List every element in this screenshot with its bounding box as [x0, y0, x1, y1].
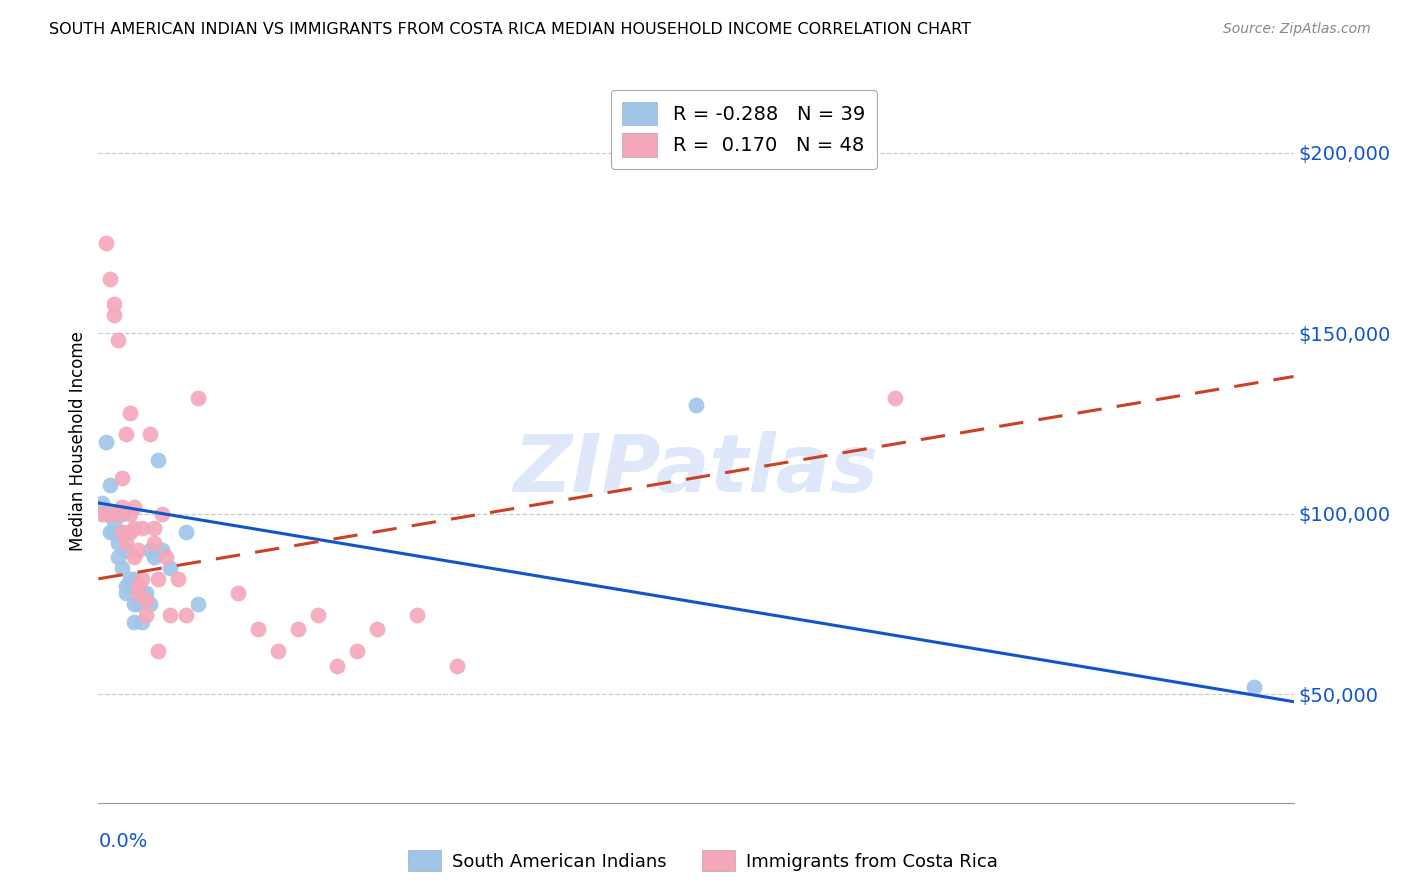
- Point: [111, 524, 134, 539]
- Point: [107, 507, 129, 521]
- Point: [115, 427, 138, 442]
- Point: [127, 579, 149, 593]
- Point: [127, 542, 149, 557]
- Point: [159, 561, 181, 575]
- Legend: South American Indians, Immigrants from Costa Rica: South American Indians, Immigrants from …: [401, 843, 1005, 879]
- Point: [187, 391, 209, 405]
- Point: [107, 550, 129, 565]
- Point: [120, 572, 142, 586]
- Point: [107, 524, 129, 539]
- Point: [124, 597, 146, 611]
- Point: [127, 586, 149, 600]
- Point: [366, 623, 388, 637]
- Point: [307, 607, 329, 622]
- Point: [174, 607, 197, 622]
- Point: [1243, 680, 1265, 694]
- Point: [124, 615, 146, 630]
- Point: [120, 406, 142, 420]
- Point: [115, 579, 138, 593]
- Point: [111, 470, 134, 484]
- Point: [91, 507, 114, 521]
- Point: [111, 561, 134, 575]
- Point: [124, 572, 146, 586]
- Point: [139, 597, 162, 611]
- Point: [91, 496, 114, 510]
- Point: [267, 644, 290, 658]
- Point: [115, 535, 138, 549]
- Text: SOUTH AMERICAN INDIAN VS IMMIGRANTS FROM COSTA RICA MEDIAN HOUSEHOLD INCOME CORR: SOUTH AMERICAN INDIAN VS IMMIGRANTS FROM…: [49, 22, 972, 37]
- Point: [246, 623, 269, 637]
- Point: [98, 478, 122, 492]
- Point: [124, 550, 146, 565]
- Point: [346, 644, 368, 658]
- Point: [127, 579, 149, 593]
- Point: [131, 615, 153, 630]
- Point: [103, 308, 125, 322]
- Point: [124, 500, 146, 514]
- Legend: R = -0.288   N = 39, R =  0.170   N = 48: R = -0.288 N = 39, R = 0.170 N = 48: [610, 90, 877, 169]
- Point: [139, 427, 162, 442]
- Point: [131, 572, 153, 586]
- Point: [111, 507, 134, 521]
- Point: [103, 507, 125, 521]
- Point: [127, 597, 149, 611]
- Point: [446, 658, 468, 673]
- Point: [111, 524, 134, 539]
- Point: [120, 579, 142, 593]
- Point: [98, 272, 122, 286]
- Point: [115, 586, 138, 600]
- Point: [120, 524, 142, 539]
- Point: [107, 507, 129, 521]
- Point: [98, 524, 122, 539]
- Point: [148, 452, 170, 467]
- Point: [103, 514, 125, 528]
- Point: [107, 535, 129, 549]
- Point: [135, 586, 157, 600]
- Point: [135, 607, 157, 622]
- Point: [174, 524, 197, 539]
- Text: ZIPatlas: ZIPatlas: [513, 432, 879, 509]
- Point: [143, 550, 166, 565]
- Point: [159, 607, 181, 622]
- Point: [187, 597, 209, 611]
- Point: [120, 507, 142, 521]
- Point: [148, 572, 170, 586]
- Point: [115, 542, 138, 557]
- Point: [111, 500, 134, 514]
- Point: [131, 521, 153, 535]
- Point: [143, 521, 166, 535]
- Point: [135, 593, 157, 607]
- Point: [685, 398, 707, 412]
- Point: [148, 644, 170, 658]
- Point: [150, 542, 173, 557]
- Point: [98, 507, 122, 521]
- Point: [103, 297, 125, 311]
- Point: [124, 521, 146, 535]
- Point: [139, 542, 162, 557]
- Point: [120, 524, 142, 539]
- Point: [96, 507, 118, 521]
- Point: [107, 334, 129, 348]
- Point: [406, 607, 429, 622]
- Point: [226, 586, 249, 600]
- Point: [96, 434, 118, 449]
- Text: 0.0%: 0.0%: [98, 831, 148, 851]
- Point: [167, 572, 190, 586]
- Point: [884, 391, 907, 405]
- Y-axis label: Median Household Income: Median Household Income: [69, 332, 87, 551]
- Point: [131, 586, 153, 600]
- Point: [150, 507, 173, 521]
- Point: [96, 235, 118, 250]
- Point: [287, 623, 309, 637]
- Text: Source: ZipAtlas.com: Source: ZipAtlas.com: [1223, 22, 1371, 37]
- Point: [326, 658, 349, 673]
- Point: [143, 535, 166, 549]
- Point: [103, 524, 125, 539]
- Point: [155, 550, 177, 565]
